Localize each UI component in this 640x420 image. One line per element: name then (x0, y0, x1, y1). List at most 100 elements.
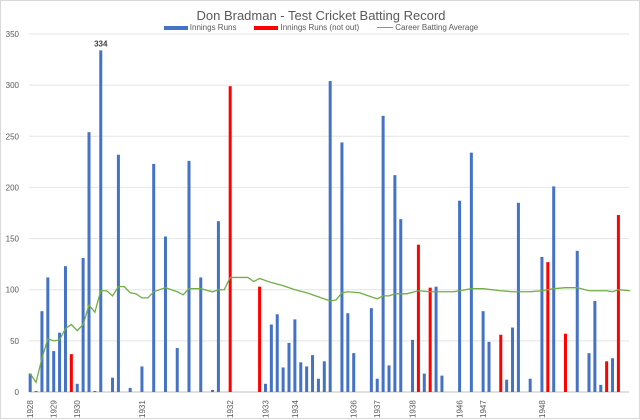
bar-innings (281, 367, 285, 392)
bar-innings (611, 358, 615, 392)
bar-not-out (616, 215, 620, 392)
chart-title: Don Bradman - Test Cricket Batting Recor… (196, 8, 446, 23)
bar-innings (411, 339, 415, 392)
bar-innings (128, 387, 132, 392)
bar-innings (511, 327, 515, 392)
bar-innings (422, 373, 426, 392)
bar-not-out (258, 286, 262, 392)
x-tick-label: 1928 (26, 400, 35, 418)
data-label: 334 (94, 39, 108, 48)
bar-innings (487, 341, 491, 392)
bar-not-out (69, 354, 73, 392)
bar-innings (322, 361, 326, 392)
y-tick-label: 250 (6, 132, 20, 141)
bar-innings (505, 379, 509, 392)
bar-not-out (546, 262, 550, 392)
legend-label: Innings Runs (189, 23, 237, 32)
x-tick-label: 1934 (291, 400, 300, 418)
bar-innings (587, 353, 591, 392)
bar-innings (199, 277, 203, 392)
bar-innings (352, 353, 356, 392)
bar-innings (516, 202, 520, 392)
y-tick-label: 300 (6, 81, 20, 90)
x-tick-label: 1933 (261, 400, 270, 418)
bar-innings (458, 200, 462, 392)
y-tick-label: 150 (6, 235, 20, 244)
legend-item-not-out: Innings Runs (not out) (254, 23, 359, 32)
x-tick-label: 1938 (409, 400, 418, 418)
legend-swatch (254, 25, 279, 30)
legend-label: Career Batting Average (395, 23, 479, 32)
legend-label: Innings Runs (not out) (280, 23, 360, 32)
bar-innings (340, 142, 344, 392)
bar-innings (34, 390, 38, 392)
bar-innings (116, 154, 120, 392)
bar-innings (381, 115, 385, 392)
bar-innings (346, 313, 350, 392)
bar-innings (75, 383, 79, 392)
legend-swatch (377, 26, 394, 29)
bar-innings (52, 351, 56, 392)
bar-innings (393, 175, 397, 392)
x-tick-label: 1948 (538, 400, 547, 418)
bar-innings (440, 375, 444, 392)
bar-innings (211, 389, 215, 392)
bar-innings (152, 163, 156, 392)
x-tick-label: 1946 (456, 400, 465, 418)
y-tick-label: 350 (6, 30, 20, 39)
x-tick-label: 1936 (350, 400, 359, 418)
bar-not-out (563, 333, 567, 392)
x-tick-label: 1930 (73, 400, 82, 418)
x-tick-label: 1929 (50, 400, 59, 418)
bar-innings (28, 373, 32, 392)
bar-innings (311, 355, 315, 392)
bar-innings (99, 50, 103, 392)
bar-innings (175, 348, 179, 392)
bar-not-out (499, 334, 503, 392)
x-tick-label: 1932 (226, 400, 235, 418)
legend-item-average: Career Batting Average (377, 23, 478, 32)
bar-innings (87, 132, 91, 393)
bar-innings (163, 236, 167, 392)
y-tick-label: 50 (10, 337, 19, 346)
bar-innings (387, 365, 391, 392)
bar-not-out (228, 86, 232, 392)
bar-innings (316, 378, 320, 392)
x-tick-label: 1937 (373, 400, 382, 418)
bar-innings (540, 256, 544, 392)
y-tick-label: 100 (6, 286, 20, 295)
bar-innings (328, 81, 332, 393)
bar-innings (269, 324, 273, 392)
bar-not-out (428, 287, 432, 392)
bar-innings (528, 378, 532, 392)
y-tick-label: 200 (6, 183, 20, 192)
bar-innings (187, 160, 191, 392)
bar-innings (140, 366, 144, 392)
bar-innings (399, 219, 403, 392)
bar-innings (275, 314, 279, 392)
bar-innings (305, 366, 309, 392)
x-tick-label: 1931 (138, 400, 147, 418)
x-tick-label: 1947 (479, 400, 488, 418)
bar-innings (111, 377, 115, 392)
bar-innings (287, 342, 291, 392)
legend-swatch (163, 25, 188, 30)
y-tick-label: 0 (15, 388, 20, 397)
bar-innings (575, 250, 579, 392)
bar-innings (216, 221, 220, 392)
bar-innings (299, 362, 303, 392)
bar-not-out (416, 244, 420, 392)
bar-innings (46, 277, 50, 392)
bar-innings (93, 390, 97, 392)
bar-innings (481, 311, 485, 392)
bar-innings (58, 332, 62, 392)
bar-innings (599, 384, 603, 392)
bar-innings (293, 319, 297, 392)
bar-innings (40, 311, 44, 392)
bar-innings (375, 378, 379, 392)
average-line (29, 276, 631, 384)
bar-innings (369, 308, 373, 392)
bar-not-out (605, 361, 609, 392)
